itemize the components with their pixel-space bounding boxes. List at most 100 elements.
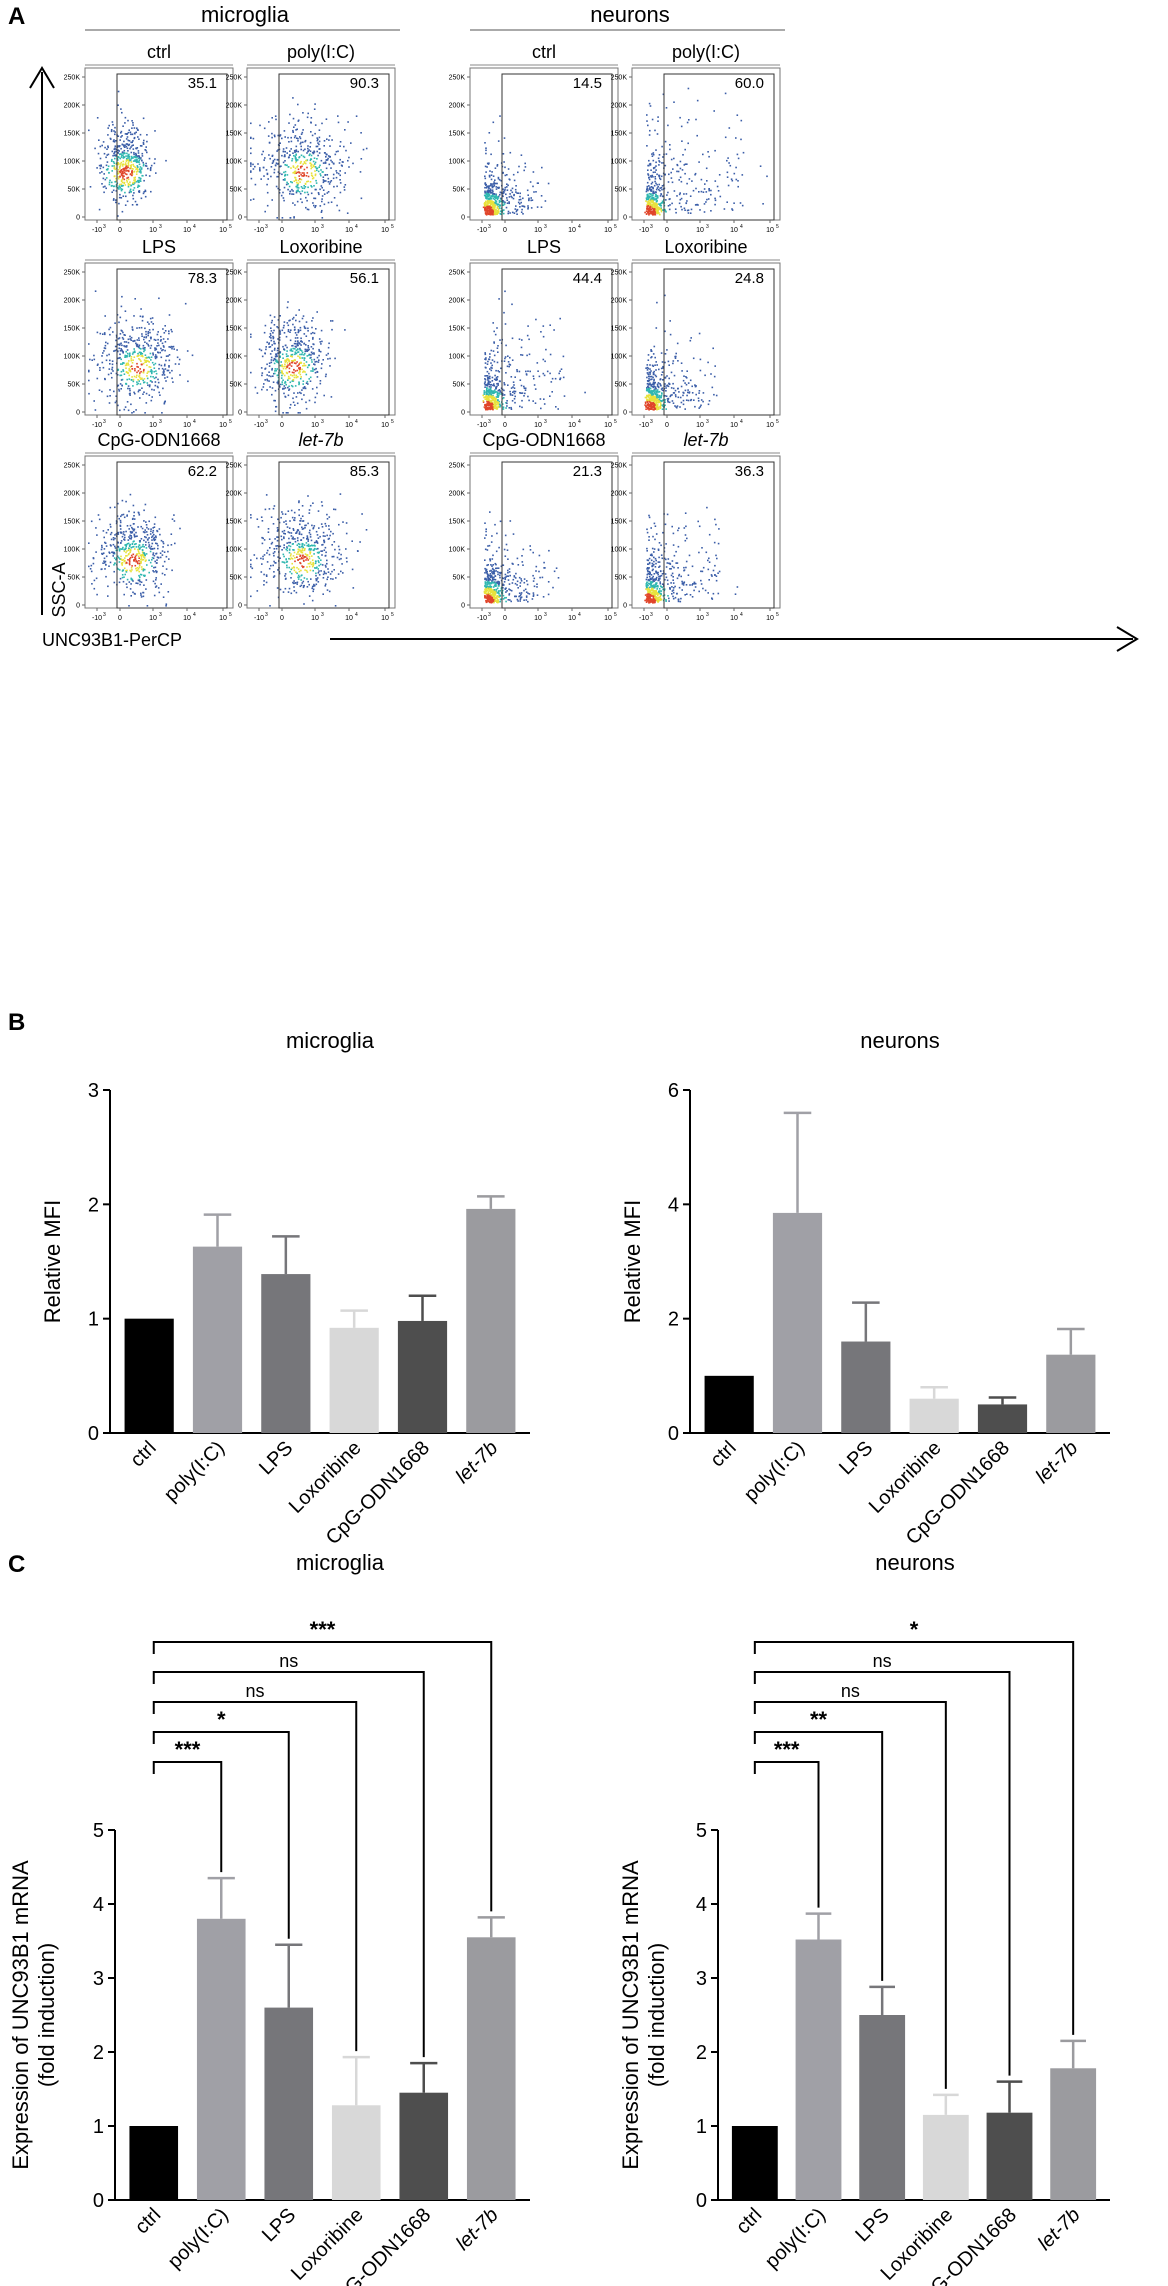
- scatter-point: [160, 339, 162, 341]
- scatter-point: [276, 527, 279, 529]
- scatter-point: [124, 162, 127, 164]
- scatter-point: [149, 550, 152, 553]
- scatter-point: [282, 179, 285, 181]
- scatter-point: [273, 560, 275, 563]
- scatter-point: [341, 563, 343, 565]
- scatter-point: [136, 553, 139, 555]
- scatter-point: [488, 176, 491, 178]
- scatter-point: [119, 139, 121, 141]
- scatter-point: [317, 568, 319, 570]
- scatter-point: [151, 396, 153, 398]
- scatter-point: [299, 585, 302, 588]
- scatter-point: [146, 534, 149, 536]
- scatter-point: [644, 402, 647, 404]
- scatter-point: [105, 187, 107, 190]
- scatter-point: [485, 171, 487, 173]
- scatter-point: [303, 584, 305, 587]
- scatter-point: [114, 537, 116, 540]
- scatter-point: [142, 595, 145, 598]
- scatter-point: [512, 391, 514, 393]
- scatter-point: [487, 202, 490, 204]
- scatter-point: [300, 145, 302, 148]
- scatter-point: [508, 363, 511, 366]
- scatter-point: [499, 405, 502, 407]
- scatter-point: [649, 186, 651, 189]
- scatter-point: [160, 335, 162, 338]
- scatter-point: [123, 531, 125, 533]
- scatter-point: [506, 186, 508, 188]
- scatter-point: [102, 177, 105, 180]
- scatter-point: [252, 168, 255, 170]
- scatter-point: [150, 356, 153, 358]
- plot-title: LPS: [142, 237, 176, 257]
- scatter-point: [735, 137, 737, 139]
- scatter-point: [281, 381, 283, 383]
- scatter-point: [121, 363, 124, 365]
- scatter-point: [308, 149, 310, 151]
- scatter-point: [310, 351, 313, 354]
- scatter-point: [656, 197, 658, 200]
- scatter-point: [700, 190, 703, 193]
- scatter-point: [297, 168, 300, 171]
- scatter-point: [153, 370, 155, 373]
- y-tick-label: 0: [461, 215, 465, 222]
- scatter-point: [482, 206, 485, 209]
- scatter-point: [112, 140, 115, 143]
- scatter-point: [562, 355, 565, 358]
- scatter-point: [160, 539, 163, 542]
- scatter-point: [493, 354, 496, 357]
- x-tick-label: -10: [254, 227, 264, 234]
- scatter-point: [293, 580, 295, 582]
- scatter-point: [321, 217, 324, 219]
- scatter-point: [292, 582, 295, 585]
- x-tick-label: 10: [219, 615, 227, 622]
- scatter-point: [123, 170, 126, 172]
- scatter-point: [187, 380, 189, 383]
- scatter-point: [296, 537, 299, 539]
- scatter-point: [258, 348, 261, 351]
- scatter-point: [342, 572, 344, 574]
- scatter-point: [144, 412, 146, 414]
- scatter-point: [648, 201, 650, 204]
- scatter-point: [142, 164, 145, 167]
- scatter-point: [262, 150, 264, 153]
- scatter-point: [542, 358, 545, 361]
- scatter-point: [264, 367, 267, 370]
- scatter-point: [88, 379, 90, 382]
- scatter-point: [260, 178, 262, 180]
- scatter-point: [94, 290, 97, 292]
- scatter-point: [148, 544, 151, 546]
- scatter-point: [645, 200, 647, 202]
- scatter-point: [124, 573, 126, 576]
- scatter-point: [277, 171, 280, 173]
- scatter-point: [161, 554, 164, 556]
- scatter-point: [155, 376, 157, 379]
- scatter-point: [311, 388, 314, 390]
- scatter-point: [130, 336, 133, 339]
- scatter-point: [316, 137, 318, 139]
- scatter-point: [154, 347, 156, 349]
- scatter-point: [131, 326, 134, 328]
- scatter-point: [138, 344, 141, 347]
- scatter-point: [277, 187, 279, 190]
- scatter-point: [269, 605, 271, 607]
- scatter-point: [282, 412, 284, 414]
- scatter-point: [135, 531, 137, 534]
- scatter-point: [484, 182, 487, 184]
- scatter-point: [99, 157, 102, 160]
- scatter-point: [272, 332, 274, 334]
- scatter-point: [308, 512, 311, 514]
- gate-box: [278, 461, 390, 609]
- scatter-point: [322, 573, 325, 576]
- scatter-point: [506, 199, 509, 201]
- scatter-point: [268, 342, 270, 344]
- scatter-point: [309, 551, 311, 553]
- scatter-point: [98, 164, 101, 167]
- scatter-point: [644, 211, 646, 214]
- scatter-point: [311, 186, 313, 188]
- scatter-point: [486, 166, 488, 168]
- scatter-point: [322, 189, 325, 191]
- scatter-point: [131, 120, 133, 122]
- scatter-point: [514, 395, 516, 398]
